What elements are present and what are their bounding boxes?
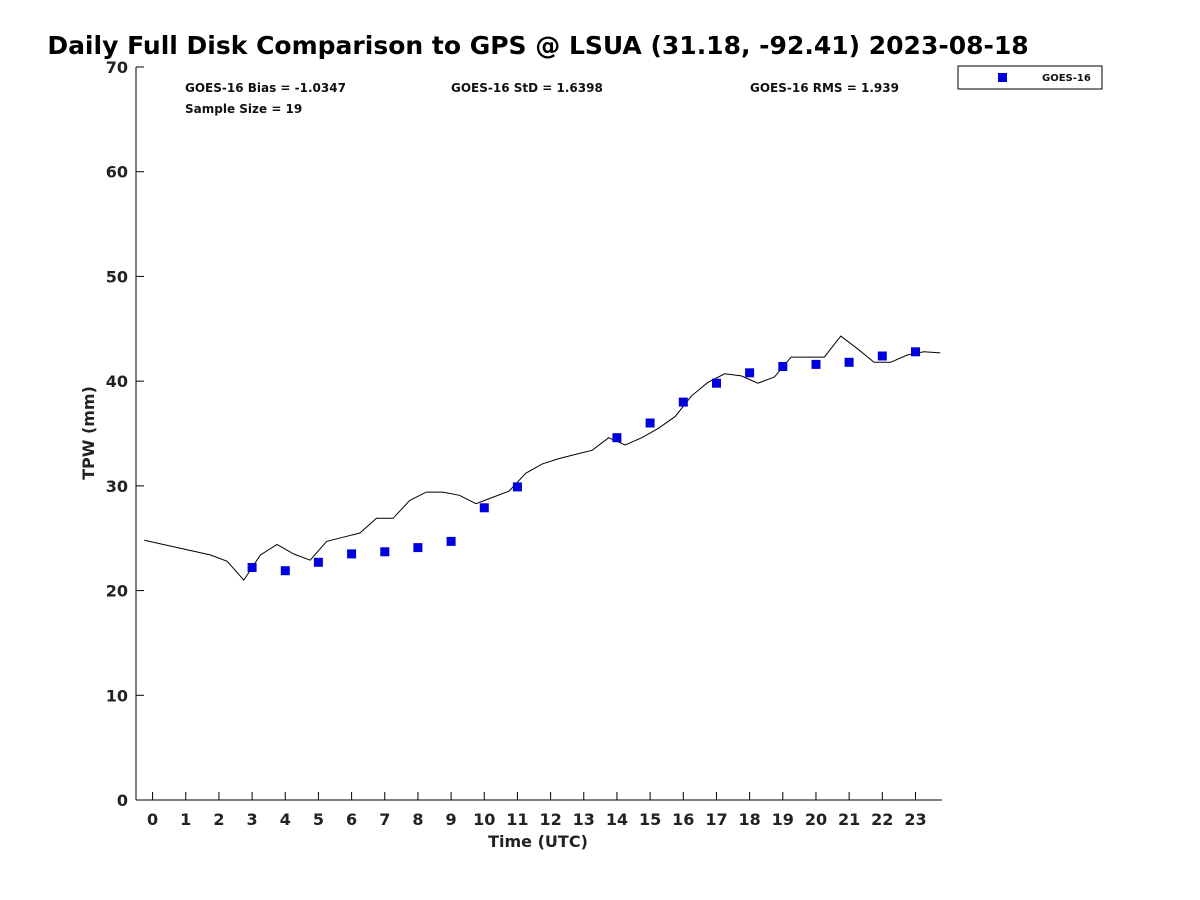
x-axis-ticks: 0 1 2 3 4 5 6 7 8 9 10 11 12 13 14 15 16 17 18 19 20 21 22 23 <box>147 792 927 829</box>
x-axis-label: Time (UTC) <box>488 832 588 851</box>
goes16-point <box>380 547 390 557</box>
x-tick-label: 2 <box>213 810 224 829</box>
goes16-point <box>811 359 821 369</box>
x-tick-label: 7 <box>379 810 390 829</box>
x-tick-label: 13 <box>573 810 595 829</box>
sample-size-stat: Sample Size = 19 <box>185 102 302 116</box>
y-tick-label: 20 <box>106 582 128 601</box>
goes16-point <box>413 543 423 553</box>
x-tick-label: 21 <box>838 810 860 829</box>
x-tick-label: 14 <box>606 810 628 829</box>
goes16-point <box>446 536 456 546</box>
y-tick-label: 60 <box>106 163 128 182</box>
goes16-point <box>512 482 522 492</box>
x-tick-label: 10 <box>473 810 495 829</box>
rms-stat: GOES-16 RMS = 1.939 <box>750 81 899 95</box>
goes16-point <box>347 549 357 559</box>
x-tick-label: 22 <box>871 810 893 829</box>
x-tick-label: 5 <box>313 810 324 829</box>
x-tick-label: 17 <box>705 810 727 829</box>
goes16-point <box>844 357 854 367</box>
y-tick-label: 0 <box>117 791 128 810</box>
y-tick-label: 30 <box>106 477 128 496</box>
goes16-point <box>678 397 688 407</box>
x-tick-label: 16 <box>672 810 694 829</box>
x-tick-label: 4 <box>280 810 291 829</box>
y-tick-label: 10 <box>106 686 128 705</box>
gps-reference-line <box>144 335 941 581</box>
legend-label: GOES-16 <box>1042 73 1091 84</box>
goes16-point <box>877 351 887 361</box>
x-tick-label: 8 <box>412 810 423 829</box>
goes16-point <box>479 503 489 513</box>
legend: GOES-16 <box>957 65 1103 90</box>
x-tick-label: 9 <box>446 810 457 829</box>
y-axis-ticks: 0 10 20 30 40 50 60 70 <box>106 58 144 810</box>
x-tick-label: 18 <box>738 810 760 829</box>
x-tick-label: 19 <box>772 810 794 829</box>
goes16-point <box>645 418 655 428</box>
goes16-point <box>712 378 721 388</box>
x-tick-label: 0 <box>147 810 158 829</box>
y-axis-label: TPW (mm) <box>79 386 98 480</box>
x-tick-label: 15 <box>639 810 661 829</box>
goes16-point <box>778 362 788 371</box>
y-tick-label: 70 <box>106 58 128 77</box>
std-stat: GOES-16 StD = 1.6398 <box>451 81 603 95</box>
x-tick-label: 20 <box>805 810 827 829</box>
goes16-point <box>247 563 257 572</box>
x-tick-label: 12 <box>539 810 561 829</box>
y-tick-label: 40 <box>106 372 128 391</box>
legend-box <box>957 65 1103 90</box>
x-tick-label: 1 <box>180 810 191 829</box>
x-tick-label: 11 <box>506 810 528 829</box>
goes16-point <box>745 368 755 378</box>
goes16-points <box>247 347 920 576</box>
chart-title: Daily Full Disk Comparison to GPS @ LSUA… <box>47 31 1028 60</box>
goes16-point <box>280 566 290 576</box>
goes16-point <box>313 557 323 567</box>
bias-stat: GOES-16 Bias = -1.0347 <box>185 81 346 95</box>
goes16-point <box>612 433 622 443</box>
legend-marker <box>998 73 1007 82</box>
x-tick-label: 3 <box>247 810 258 829</box>
goes16-point <box>911 347 920 357</box>
x-tick-label: 6 <box>346 810 357 829</box>
y-tick-label: 50 <box>106 267 128 286</box>
x-tick-label: 23 <box>904 810 926 829</box>
